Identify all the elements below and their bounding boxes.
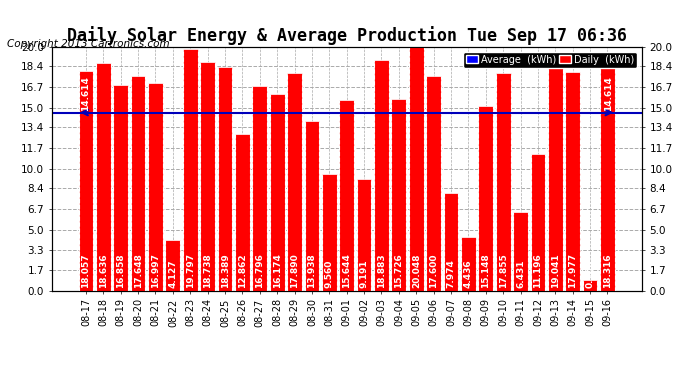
Text: 6.431: 6.431	[516, 260, 525, 288]
Bar	[478, 106, 493, 291]
Text: 17.600: 17.600	[429, 254, 438, 288]
Text: 18.636: 18.636	[99, 254, 108, 288]
Legend: Average  (kWh), Daily  (kWh): Average (kWh), Daily (kWh)	[464, 52, 637, 68]
Text: 9.191: 9.191	[359, 260, 368, 288]
Bar	[548, 58, 563, 291]
Text: 13.938: 13.938	[308, 254, 317, 288]
Bar	[130, 75, 146, 291]
Bar	[513, 212, 528, 291]
Text: 16.858: 16.858	[116, 254, 125, 288]
Bar	[253, 86, 267, 291]
Bar	[374, 60, 389, 291]
Title: Daily Solar Energy & Average Production Tue Sep 17 06:36: Daily Solar Energy & Average Production …	[67, 26, 627, 45]
Bar	[304, 121, 319, 291]
Bar	[391, 99, 406, 291]
Text: 18.883: 18.883	[377, 254, 386, 288]
Text: 7.974: 7.974	[446, 260, 455, 288]
Text: 18.057: 18.057	[81, 254, 90, 288]
Text: 20.048: 20.048	[412, 254, 421, 288]
Bar	[565, 72, 580, 291]
Bar	[96, 63, 110, 291]
Bar	[235, 134, 250, 291]
Text: 17.890: 17.890	[290, 254, 299, 288]
Bar	[166, 240, 180, 291]
Bar	[148, 84, 163, 291]
Bar	[357, 178, 371, 291]
Text: 12.862: 12.862	[238, 254, 247, 288]
Text: 17.855: 17.855	[499, 254, 508, 288]
Bar	[426, 76, 441, 291]
Bar	[217, 66, 233, 291]
Text: 19.041: 19.041	[551, 254, 560, 288]
Bar	[287, 73, 302, 291]
Text: 17.977: 17.977	[569, 253, 578, 288]
Text: 4.127: 4.127	[168, 260, 177, 288]
Bar	[444, 194, 458, 291]
Text: 18.389: 18.389	[221, 254, 230, 288]
Bar	[339, 100, 354, 291]
Text: 4.436: 4.436	[464, 260, 473, 288]
Text: 16.174: 16.174	[273, 254, 282, 288]
Text: 11.196: 11.196	[533, 254, 542, 288]
Text: 9.560: 9.560	[325, 260, 334, 288]
Bar	[496, 73, 511, 291]
Text: 15.644: 15.644	[342, 254, 351, 288]
Bar	[600, 68, 615, 291]
Bar	[79, 70, 93, 291]
Text: 19.797: 19.797	[186, 253, 195, 288]
Text: 15.726: 15.726	[395, 254, 404, 288]
Bar	[531, 154, 545, 291]
Bar	[183, 50, 197, 291]
Text: 16.796: 16.796	[255, 254, 264, 288]
Text: 0.906: 0.906	[586, 260, 595, 288]
Bar	[409, 46, 424, 291]
Bar	[461, 237, 476, 291]
Bar	[583, 280, 598, 291]
Text: 18.316: 18.316	[603, 254, 612, 288]
Text: 17.648: 17.648	[134, 254, 143, 288]
Text: 14.614: 14.614	[604, 76, 613, 111]
Text: Copyright 2013 Cartronics.com: Copyright 2013 Cartronics.com	[7, 39, 170, 50]
Bar	[270, 93, 284, 291]
Bar	[113, 85, 128, 291]
Text: 14.614: 14.614	[81, 76, 90, 111]
Text: 15.148: 15.148	[482, 254, 491, 288]
Bar	[322, 174, 337, 291]
Text: 16.997: 16.997	[151, 253, 160, 288]
Text: 18.738: 18.738	[203, 254, 212, 288]
Bar	[200, 62, 215, 291]
